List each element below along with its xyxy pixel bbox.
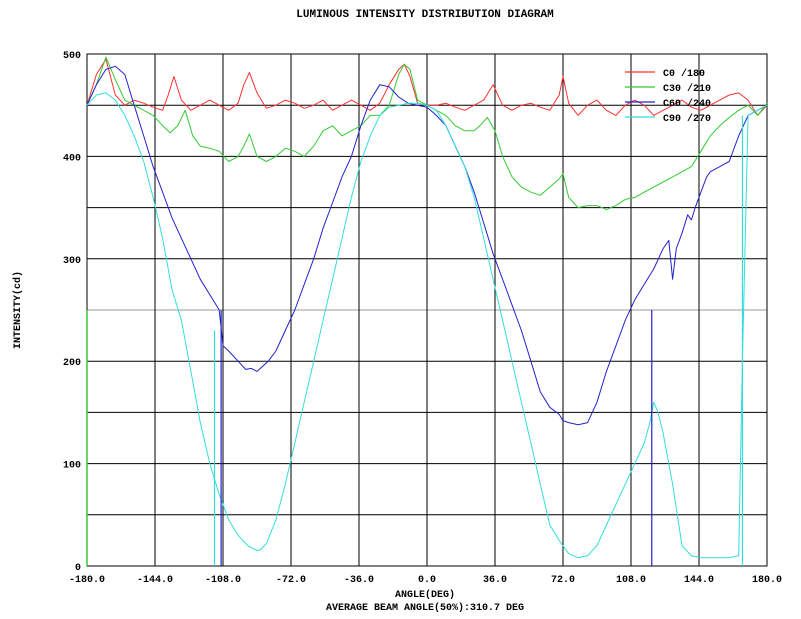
legend-label: C30 /210	[663, 83, 711, 95]
y-tick-label: 400	[63, 153, 81, 164]
chart-title: LUMINOUS INTENSITY DISTRIBUTION DIAGRAM	[296, 9, 554, 21]
legend-label: C0 /180	[663, 68, 705, 80]
x-axis-label: ANGLE(DEG)	[395, 589, 455, 601]
x-tick-label: 144.0	[684, 575, 714, 586]
x-tick-label: 36.0	[483, 575, 507, 586]
grid	[86, 53, 768, 567]
series-line-2	[86, 65, 768, 426]
y-tick-label: 300	[63, 256, 81, 267]
series-line-1	[86, 56, 768, 211]
x-tick-label: 180.0	[752, 575, 782, 586]
legend: C0 /180 C30 /210 C60 /240 C90 /270	[625, 68, 711, 125]
y-axis-label: INTENSITY(cd)	[12, 271, 24, 349]
legend-label: C90 /270	[663, 113, 711, 125]
x-tick-label: -180.0	[69, 575, 105, 586]
series-line-3	[86, 92, 768, 559]
y-tick-label: 0	[75, 563, 81, 574]
y-tick-label: 100	[63, 461, 81, 472]
x-tick-label: 72.0	[551, 575, 575, 586]
y-tick-label: 500	[63, 51, 81, 62]
x-tick-label: -144.0	[137, 575, 173, 586]
x-tick-label: -108.0	[205, 575, 241, 586]
x-tick-label: 108.0	[616, 575, 646, 586]
x-tick-label: -72.0	[276, 575, 306, 586]
axis-labels: -180.0 -144.0 -108.0 -72.0 -36.0 0.0 36.0 72.0 1…	[63, 51, 782, 586]
series-layer	[86, 56, 768, 566]
legend-label: C60 /240	[663, 98, 711, 110]
x-tick-label: -36.0	[344, 575, 374, 586]
beam-angle-footer: AVERAGE BEAM ANGLE(50%):310.7 DEG	[326, 602, 524, 614]
y-tick-label: 200	[63, 358, 81, 369]
x-tick-label: 0.0	[418, 575, 436, 586]
